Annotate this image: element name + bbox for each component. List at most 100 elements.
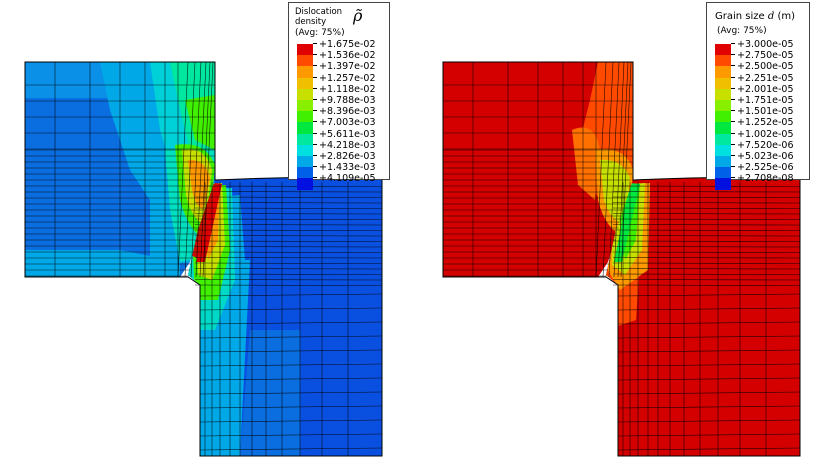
mesh-line: [612, 191, 801, 193]
mesh-line: [617, 377, 801, 381]
legend-label: +1.536e-02: [319, 50, 376, 62]
mesh-line: [177, 61, 189, 278]
legend-entry: +4.109e-05: [297, 173, 397, 190]
legend-label: +2.525e-06: [737, 162, 794, 174]
mesh-line: [612, 185, 801, 187]
mesh-line: [199, 377, 383, 381]
legend-title-line1: Dislocation: [295, 7, 343, 17]
mesh-line: [612, 257, 801, 259]
mesh-line: [194, 224, 383, 226]
legend-swatch: [297, 167, 313, 179]
legend-avg: (Avg: 75%): [717, 26, 767, 36]
legend-label: +1.433e-03: [319, 162, 376, 174]
dislocation-density-plot: [24, 61, 383, 457]
mesh-line: [612, 240, 801, 242]
legend-label: +2.251e-05: [737, 72, 794, 84]
legend-label: +2.708e-08: [737, 173, 794, 185]
legend-entry: +5.611e-03: [297, 129, 397, 145]
legend-label: +4.218e-03: [319, 139, 376, 151]
legend-swatch: [297, 122, 313, 134]
legend-entry: +1.252e-05: [715, 117, 815, 134]
d-symbol: d: [767, 11, 775, 22]
legend-label: +1.397e-02: [319, 61, 376, 73]
legend-entry: +7.520e-06: [715, 140, 815, 156]
legend-swatch: [297, 44, 313, 56]
mesh-line: [612, 235, 801, 237]
legend-swatch: [715, 178, 731, 190]
mesh-line: [595, 61, 607, 278]
legend-title-text: Grain size: [715, 11, 765, 22]
mesh-line: [199, 293, 383, 297]
mesh-line: [612, 279, 801, 281]
mesh-line: [190, 61, 202, 278]
legend-entry: +1.118e-02: [297, 84, 397, 100]
grain-size-legend: Grain size d (m) (Avg: 75%) +3.000e-05 +2…: [706, 2, 810, 190]
mesh-line: [194, 268, 383, 270]
legend-entry: +3.000e-05: [715, 39, 815, 56]
legend-entry: +8.396e-03: [297, 106, 397, 123]
mesh-line: [194, 202, 383, 204]
legend-swatch: [715, 156, 731, 168]
mesh-line: [199, 419, 383, 423]
mesh-line: [194, 235, 383, 237]
legend-entry: +2.001e-05: [715, 84, 815, 100]
legend-swatch: [297, 144, 313, 156]
legend-swatch: [715, 111, 731, 123]
legend-entry: +1.002e-05: [715, 129, 815, 145]
mesh-line: [612, 229, 801, 231]
legend-entry: +1.257e-02: [297, 73, 397, 89]
mesh-line: [194, 284, 383, 286]
mesh-line: [612, 213, 801, 215]
legend-label: +9.788e-03: [319, 95, 376, 106]
legend-label: +1.257e-02: [319, 72, 376, 84]
legend-swatch: [297, 66, 313, 78]
mesh-line: [612, 246, 801, 248]
legend-swatch: [297, 100, 313, 112]
mesh-line: [194, 262, 383, 264]
mesh-line: [199, 405, 383, 409]
legend-label: +2.500e-05: [737, 61, 794, 73]
mesh-line: [194, 185, 383, 187]
mesh-line: [199, 391, 383, 395]
rho-tilde-symbol: ρ̃: [353, 6, 363, 25]
legend-entry: +5.023e-06: [715, 151, 815, 168]
legend-entry: +1.675e-02: [297, 39, 397, 56]
legend-swatch: [715, 144, 731, 156]
mesh-line: [194, 213, 383, 215]
legend-label: +1.252e-05: [737, 117, 794, 129]
mesh-line: [199, 307, 383, 311]
legend-title-line2: density: [295, 17, 327, 27]
legend-label: +1.118e-02: [319, 83, 376, 95]
mesh-line: [612, 196, 801, 198]
mesh-line: [617, 349, 801, 353]
legend-title: Grain size d (m): [715, 11, 795, 22]
legend-entry: +2.251e-05: [715, 73, 815, 89]
legend-swatch: [715, 100, 731, 112]
mesh-line: [612, 207, 801, 209]
legend-entry: +2.525e-06: [715, 162, 815, 179]
legend-swatch: [297, 111, 313, 123]
legend-swatch: [715, 167, 731, 179]
mesh-line: [612, 262, 801, 264]
mesh-line: [612, 268, 801, 270]
mesh-line: [612, 224, 801, 226]
legend-swatch: [715, 88, 731, 100]
mesh-line: [617, 335, 801, 339]
legend-entry: +2.826e-03: [297, 151, 397, 168]
mesh-line: [194, 207, 383, 209]
mesh-line: [617, 307, 801, 311]
legend-entry: +9.788e-03: [297, 95, 397, 112]
mesh-line: [194, 257, 383, 259]
mesh-line: [194, 218, 383, 220]
mesh-line: [199, 335, 383, 339]
mesh-line: [194, 240, 383, 242]
mesh-line: [184, 61, 196, 278]
legend-entry: +2.750e-05: [715, 50, 815, 67]
mesh-line: [617, 419, 801, 423]
mesh-line: [199, 447, 383, 451]
legend-entry: +1.433e-03: [297, 162, 397, 179]
mesh-line: [194, 229, 383, 231]
mesh-line: [612, 251, 801, 253]
legend-entry: +2.708e-08: [715, 173, 815, 190]
mesh-line: [199, 321, 383, 325]
